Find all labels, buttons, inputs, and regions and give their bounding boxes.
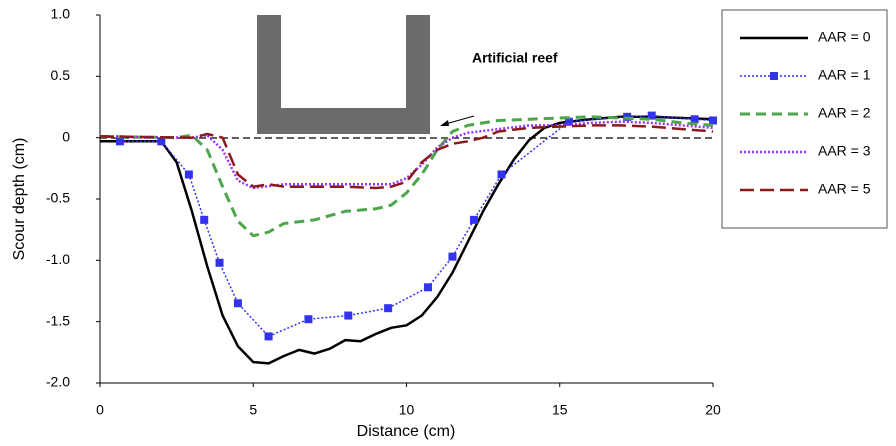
marker bbox=[709, 116, 717, 125]
marker bbox=[184, 170, 193, 179]
marker bbox=[344, 311, 353, 320]
x-tick-label: 0 bbox=[96, 402, 104, 418]
x-tick-label: 5 bbox=[249, 402, 257, 418]
y-axis-title: Scour depth (cm) bbox=[11, 138, 28, 261]
marker bbox=[384, 304, 393, 313]
legend-marker bbox=[770, 72, 778, 80]
marker bbox=[690, 115, 699, 124]
series-line bbox=[100, 115, 714, 365]
reef-inner bbox=[281, 15, 406, 108]
legend-label: AAR = 3 bbox=[818, 143, 871, 159]
legend bbox=[721, 9, 888, 229]
y-tick-label: -0.5 bbox=[46, 190, 70, 206]
marker bbox=[233, 299, 242, 308]
marker bbox=[264, 332, 273, 341]
annotation: Artificial reef bbox=[472, 50, 558, 66]
marker bbox=[115, 137, 124, 146]
x-axis-title: Distance (cm) bbox=[357, 423, 456, 440]
marker bbox=[448, 252, 457, 261]
marker bbox=[564, 117, 573, 126]
x-tick-label: 10 bbox=[399, 402, 415, 418]
series-line bbox=[119, 114, 714, 338]
x-tick-label: 15 bbox=[552, 402, 568, 418]
marker bbox=[304, 315, 313, 324]
marker bbox=[497, 170, 506, 179]
marker bbox=[215, 258, 224, 267]
marker bbox=[647, 111, 656, 120]
marker bbox=[469, 215, 478, 224]
marker bbox=[423, 283, 432, 292]
y-tick-label: -2.0 bbox=[46, 374, 70, 390]
y-tick-label: -1.5 bbox=[46, 312, 70, 328]
legend-label: AAR = 2 bbox=[818, 105, 871, 121]
legend-label: AAR = 0 bbox=[818, 29, 871, 45]
marker bbox=[200, 215, 209, 224]
x-tick-label: 20 bbox=[705, 402, 721, 418]
legend-label: AAR = 5 bbox=[818, 181, 871, 197]
marker bbox=[157, 137, 166, 146]
series-line bbox=[99, 115, 714, 238]
y-tick-label: 0 bbox=[62, 128, 70, 144]
arrow-head bbox=[440, 120, 449, 126]
y-tick-label: 1.0 bbox=[51, 6, 71, 22]
legend-label: AAR = 1 bbox=[818, 67, 871, 83]
y-tick-label: 0.5 bbox=[51, 67, 71, 83]
series-line bbox=[99, 124, 714, 190]
y-tick-label: -1.0 bbox=[46, 251, 70, 267]
